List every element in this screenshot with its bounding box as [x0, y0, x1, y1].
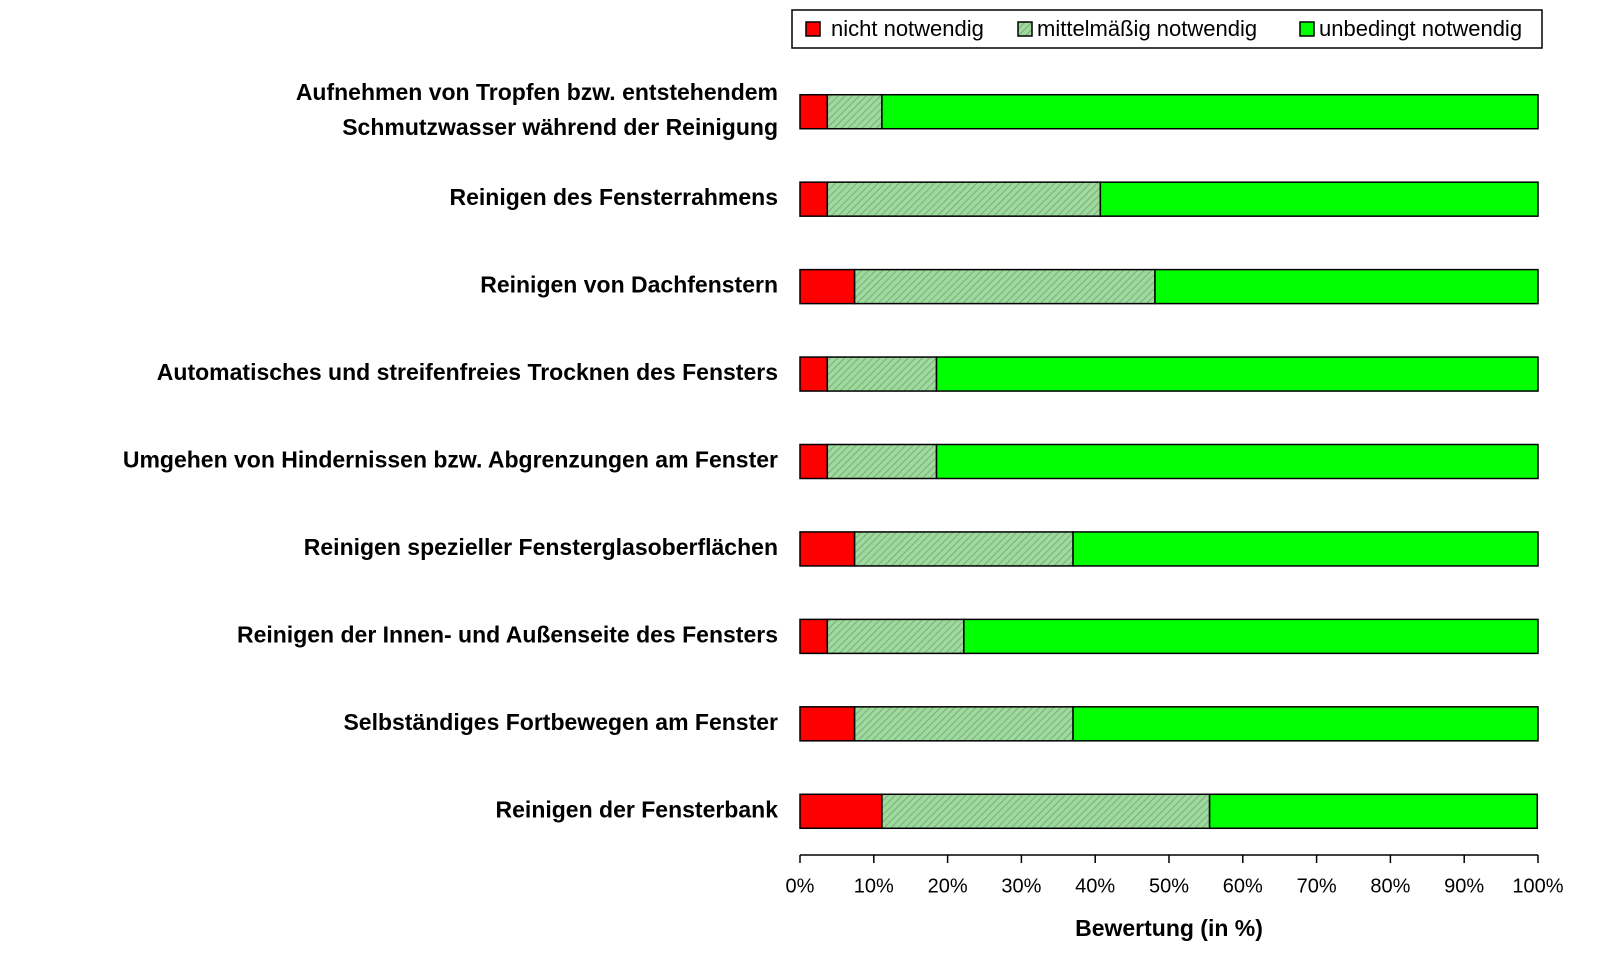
- legend-swatch: [1299, 21, 1315, 37]
- bar-segment: [799, 443, 829, 480]
- bar-segment: [881, 793, 1211, 830]
- legend-swatch: [805, 21, 821, 37]
- x-axis-title: Bewertung (in %): [1075, 915, 1263, 941]
- legend-box: [791, 9, 1543, 49]
- category-label: Reinigen von Dachfenstern: [480, 272, 778, 298]
- bar-segment: [1099, 181, 1539, 217]
- bar-segment: [935, 356, 1539, 392]
- legend-label: mittelmäßig notwendig: [1037, 16, 1257, 41]
- x-tick-label: 0%: [786, 875, 815, 897]
- bar-segment: [826, 181, 1102, 217]
- bar-segment: [799, 531, 856, 567]
- legend-swatch: [1017, 21, 1033, 37]
- bar-segment: [799, 181, 829, 217]
- bar-segment: [799, 618, 829, 655]
- x-tick-label: 10%: [854, 875, 894, 897]
- x-tick-label: 100%: [1512, 875, 1563, 897]
- bar-segment: [935, 443, 1539, 480]
- category-label: Selbständiges Fortbewegen am Fenster: [343, 709, 778, 735]
- bar-segment: [799, 268, 856, 305]
- x-tick-label: 90%: [1444, 875, 1484, 897]
- bar-segment: [1208, 793, 1539, 830]
- bar-segment: [826, 618, 965, 655]
- x-tick-label: 60%: [1223, 875, 1263, 897]
- category-label: Aufnehmen von Tropfen bzw. entstehendem S…: [296, 79, 778, 140]
- x-tick-label: 70%: [1297, 875, 1337, 897]
- x-tick-label: 40%: [1075, 875, 1115, 897]
- x-tick-label: 80%: [1370, 875, 1410, 897]
- legend-label: unbedingt notwendig: [1319, 16, 1522, 41]
- bar-segment: [853, 268, 1156, 305]
- bar-segment: [799, 356, 829, 392]
- bar-segment: [881, 93, 1539, 130]
- bar-segment: [826, 443, 938, 480]
- x-tick-label: 20%: [928, 875, 968, 897]
- category-label: Reinigen des Fensterrahmens: [450, 184, 779, 210]
- category-label: Umgehen von Hindernissen bzw. Abgrenzung…: [123, 447, 778, 473]
- category-label: Reinigen spezieller Fensterglasoberfläch…: [304, 534, 778, 560]
- bar-segment: [963, 618, 1539, 655]
- bar-segment: [1154, 268, 1539, 305]
- bar-segment: [1072, 706, 1539, 742]
- x-tick-label: 50%: [1149, 875, 1189, 897]
- bar-segment: [826, 356, 938, 392]
- x-tick-label: 30%: [1001, 875, 1041, 897]
- bar-segment: [826, 93, 883, 130]
- bar-segment: [1072, 531, 1539, 567]
- bar-segment: [799, 706, 856, 742]
- category-label: Reinigen der Fensterbank: [496, 796, 779, 822]
- bar-segment: [853, 706, 1074, 742]
- legend-label: nicht notwendig: [831, 16, 984, 41]
- category-label: Reinigen der Innen- und Außenseite des F…: [237, 621, 778, 647]
- bar-segment: [799, 93, 829, 130]
- category-label: Automatisches und streifenfreies Trockne…: [157, 359, 778, 385]
- bar-segment: [853, 531, 1074, 567]
- bar-segment: [799, 793, 883, 830]
